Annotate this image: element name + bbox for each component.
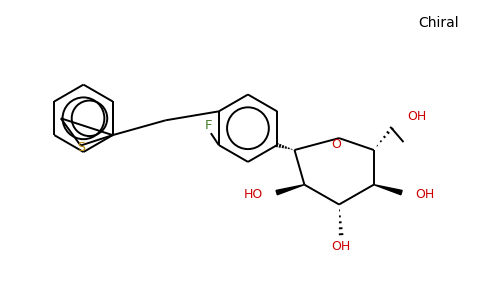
Text: O: O xyxy=(331,138,341,151)
Text: OH: OH xyxy=(332,240,351,253)
Text: F: F xyxy=(205,119,212,132)
Text: S: S xyxy=(77,141,86,154)
Text: OH: OH xyxy=(408,110,427,123)
Text: OH: OH xyxy=(416,188,435,201)
Polygon shape xyxy=(276,185,304,195)
Text: HO: HO xyxy=(243,188,262,201)
Text: Chiral: Chiral xyxy=(418,16,458,30)
Polygon shape xyxy=(374,185,402,195)
